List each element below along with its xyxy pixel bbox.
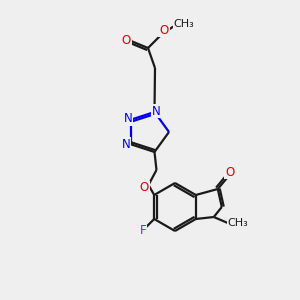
Text: O: O bbox=[122, 34, 130, 46]
Text: O: O bbox=[140, 182, 149, 194]
Text: N: N bbox=[152, 104, 161, 118]
Text: O: O bbox=[159, 23, 169, 37]
Text: F: F bbox=[140, 224, 146, 238]
Text: N: N bbox=[122, 138, 130, 151]
Text: CH₃: CH₃ bbox=[227, 218, 248, 228]
Text: N: N bbox=[124, 112, 132, 125]
Text: O: O bbox=[225, 166, 234, 178]
Text: CH₃: CH₃ bbox=[174, 19, 194, 29]
